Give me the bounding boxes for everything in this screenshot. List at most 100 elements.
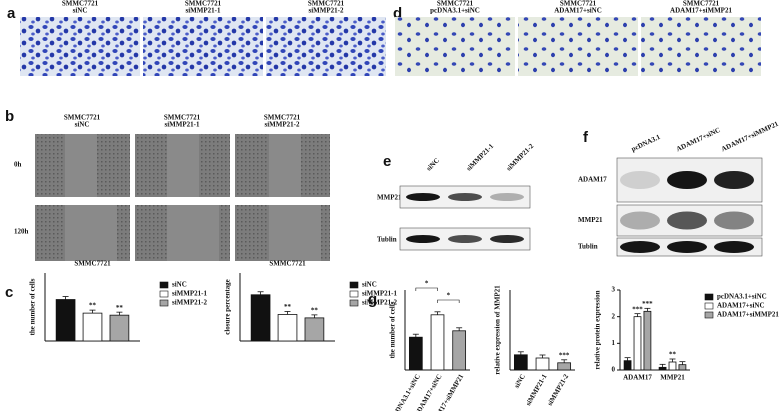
column-caption: SMMC7721 bbox=[264, 114, 301, 122]
bracket bbox=[415, 287, 438, 291]
row-label: 0h bbox=[14, 161, 22, 169]
micrograph bbox=[518, 17, 638, 76]
band bbox=[448, 193, 482, 201]
bar bbox=[535, 357, 550, 371]
y-tick-label: 1 bbox=[612, 339, 616, 347]
bar bbox=[109, 314, 130, 342]
x-tick-label: siNC bbox=[513, 373, 527, 390]
lane-label: ADAM17+siMMP21 bbox=[720, 120, 780, 154]
bar bbox=[304, 317, 325, 342]
band bbox=[620, 241, 660, 253]
bar bbox=[82, 312, 103, 342]
micrograph bbox=[266, 17, 386, 76]
chart-title: SMMC7721 bbox=[269, 260, 306, 268]
band bbox=[448, 235, 482, 243]
wound-gap bbox=[65, 205, 117, 261]
bar bbox=[643, 310, 652, 371]
lane-label: ADAM17+siNC bbox=[675, 126, 721, 153]
annotation: *** bbox=[632, 305, 643, 313]
wound-gap bbox=[167, 134, 199, 197]
micrograph bbox=[20, 17, 140, 76]
lane-label: siMMP21-1 bbox=[465, 142, 496, 173]
legend-label: pcDNA3.1+siNC bbox=[717, 293, 767, 301]
annotation: *** bbox=[642, 300, 653, 308]
bar bbox=[430, 314, 445, 371]
x-tick-label: ADAM17 bbox=[623, 374, 652, 382]
legend-label: siMMP21-1 bbox=[362, 290, 397, 298]
bar bbox=[557, 362, 572, 371]
image-caption: SMMC7721 bbox=[185, 0, 222, 8]
legend-swatch bbox=[159, 290, 169, 298]
comparison-label: * bbox=[425, 280, 429, 288]
bar bbox=[513, 354, 528, 371]
panel-label: f bbox=[583, 129, 589, 146]
y-axis-label: relative protein expression bbox=[594, 290, 602, 369]
bar bbox=[55, 299, 76, 342]
legend-label: ADAM17+siNC bbox=[717, 302, 765, 310]
image-caption: ADAM17+siMMP21 bbox=[670, 7, 732, 15]
panel-label: g bbox=[368, 291, 377, 308]
annotation: ** bbox=[89, 302, 97, 310]
panel-label: a bbox=[7, 5, 16, 22]
micrograph bbox=[395, 17, 515, 76]
band bbox=[406, 235, 440, 243]
legend-swatch bbox=[349, 281, 359, 289]
annotation: ** bbox=[116, 304, 124, 312]
bar bbox=[250, 294, 271, 342]
bar bbox=[408, 336, 423, 371]
bracket bbox=[437, 299, 460, 303]
y-axis-label: relative expression of MMP21 bbox=[494, 285, 502, 375]
y-axis-label: the number of cells bbox=[29, 278, 37, 335]
legend-swatch bbox=[159, 299, 169, 307]
bar bbox=[678, 364, 687, 371]
panel-label: c bbox=[5, 284, 13, 301]
column-caption: SMMC7721 bbox=[64, 114, 101, 122]
y-tick-label: 3 bbox=[612, 286, 616, 294]
band bbox=[667, 171, 707, 189]
image-caption: SMMC7721 bbox=[437, 0, 474, 8]
micrograph bbox=[641, 17, 761, 76]
annotation: *** bbox=[559, 351, 570, 359]
micrograph bbox=[143, 17, 263, 76]
band bbox=[620, 171, 660, 189]
legend-swatch bbox=[349, 290, 359, 298]
comparison-label: * bbox=[447, 292, 451, 300]
panel-label: b bbox=[5, 108, 14, 125]
band bbox=[620, 211, 660, 230]
bar bbox=[668, 361, 677, 371]
image-caption: SMMC7721 bbox=[560, 0, 597, 8]
column-caption: siMMP21-2 bbox=[265, 121, 300, 129]
legend-label: siNC bbox=[362, 281, 377, 289]
column-caption: siNC bbox=[75, 121, 90, 129]
x-tick-label: MMP21 bbox=[660, 374, 685, 382]
row-label: MMP21 bbox=[578, 216, 603, 224]
lane-label: siMMP21-2 bbox=[505, 142, 536, 173]
image-caption: SMMC7721 bbox=[62, 0, 99, 8]
y-axis-label: closure percentage bbox=[224, 279, 232, 335]
legend-swatch bbox=[159, 281, 169, 289]
legend-label: siMMP21-1 bbox=[172, 290, 207, 298]
image-caption: siNC bbox=[73, 7, 88, 15]
image-caption: pcDNA3.1+siNC bbox=[430, 7, 480, 15]
y-tick-label: 0 bbox=[612, 366, 616, 374]
row-label: 120h bbox=[14, 228, 29, 236]
bar bbox=[452, 330, 467, 371]
annotation: ** bbox=[311, 306, 319, 314]
row-label: Tublin bbox=[578, 243, 598, 251]
lane-label: siNC bbox=[425, 156, 441, 172]
legend-swatch bbox=[704, 311, 714, 319]
band bbox=[490, 235, 524, 243]
band bbox=[714, 241, 754, 253]
bar bbox=[623, 360, 632, 371]
legend-swatch bbox=[349, 299, 359, 307]
bar bbox=[658, 366, 667, 371]
legend-swatch bbox=[704, 302, 714, 310]
legend-label: siMMP21-2 bbox=[362, 299, 397, 307]
x-tick-label: siMMP21-2 bbox=[546, 372, 571, 407]
y-tick-label: 2 bbox=[612, 312, 616, 320]
annotation: ** bbox=[669, 351, 677, 359]
row-label: ADAM17 bbox=[578, 176, 607, 184]
band bbox=[667, 241, 707, 253]
image-caption: siMMP21-1 bbox=[186, 7, 221, 15]
